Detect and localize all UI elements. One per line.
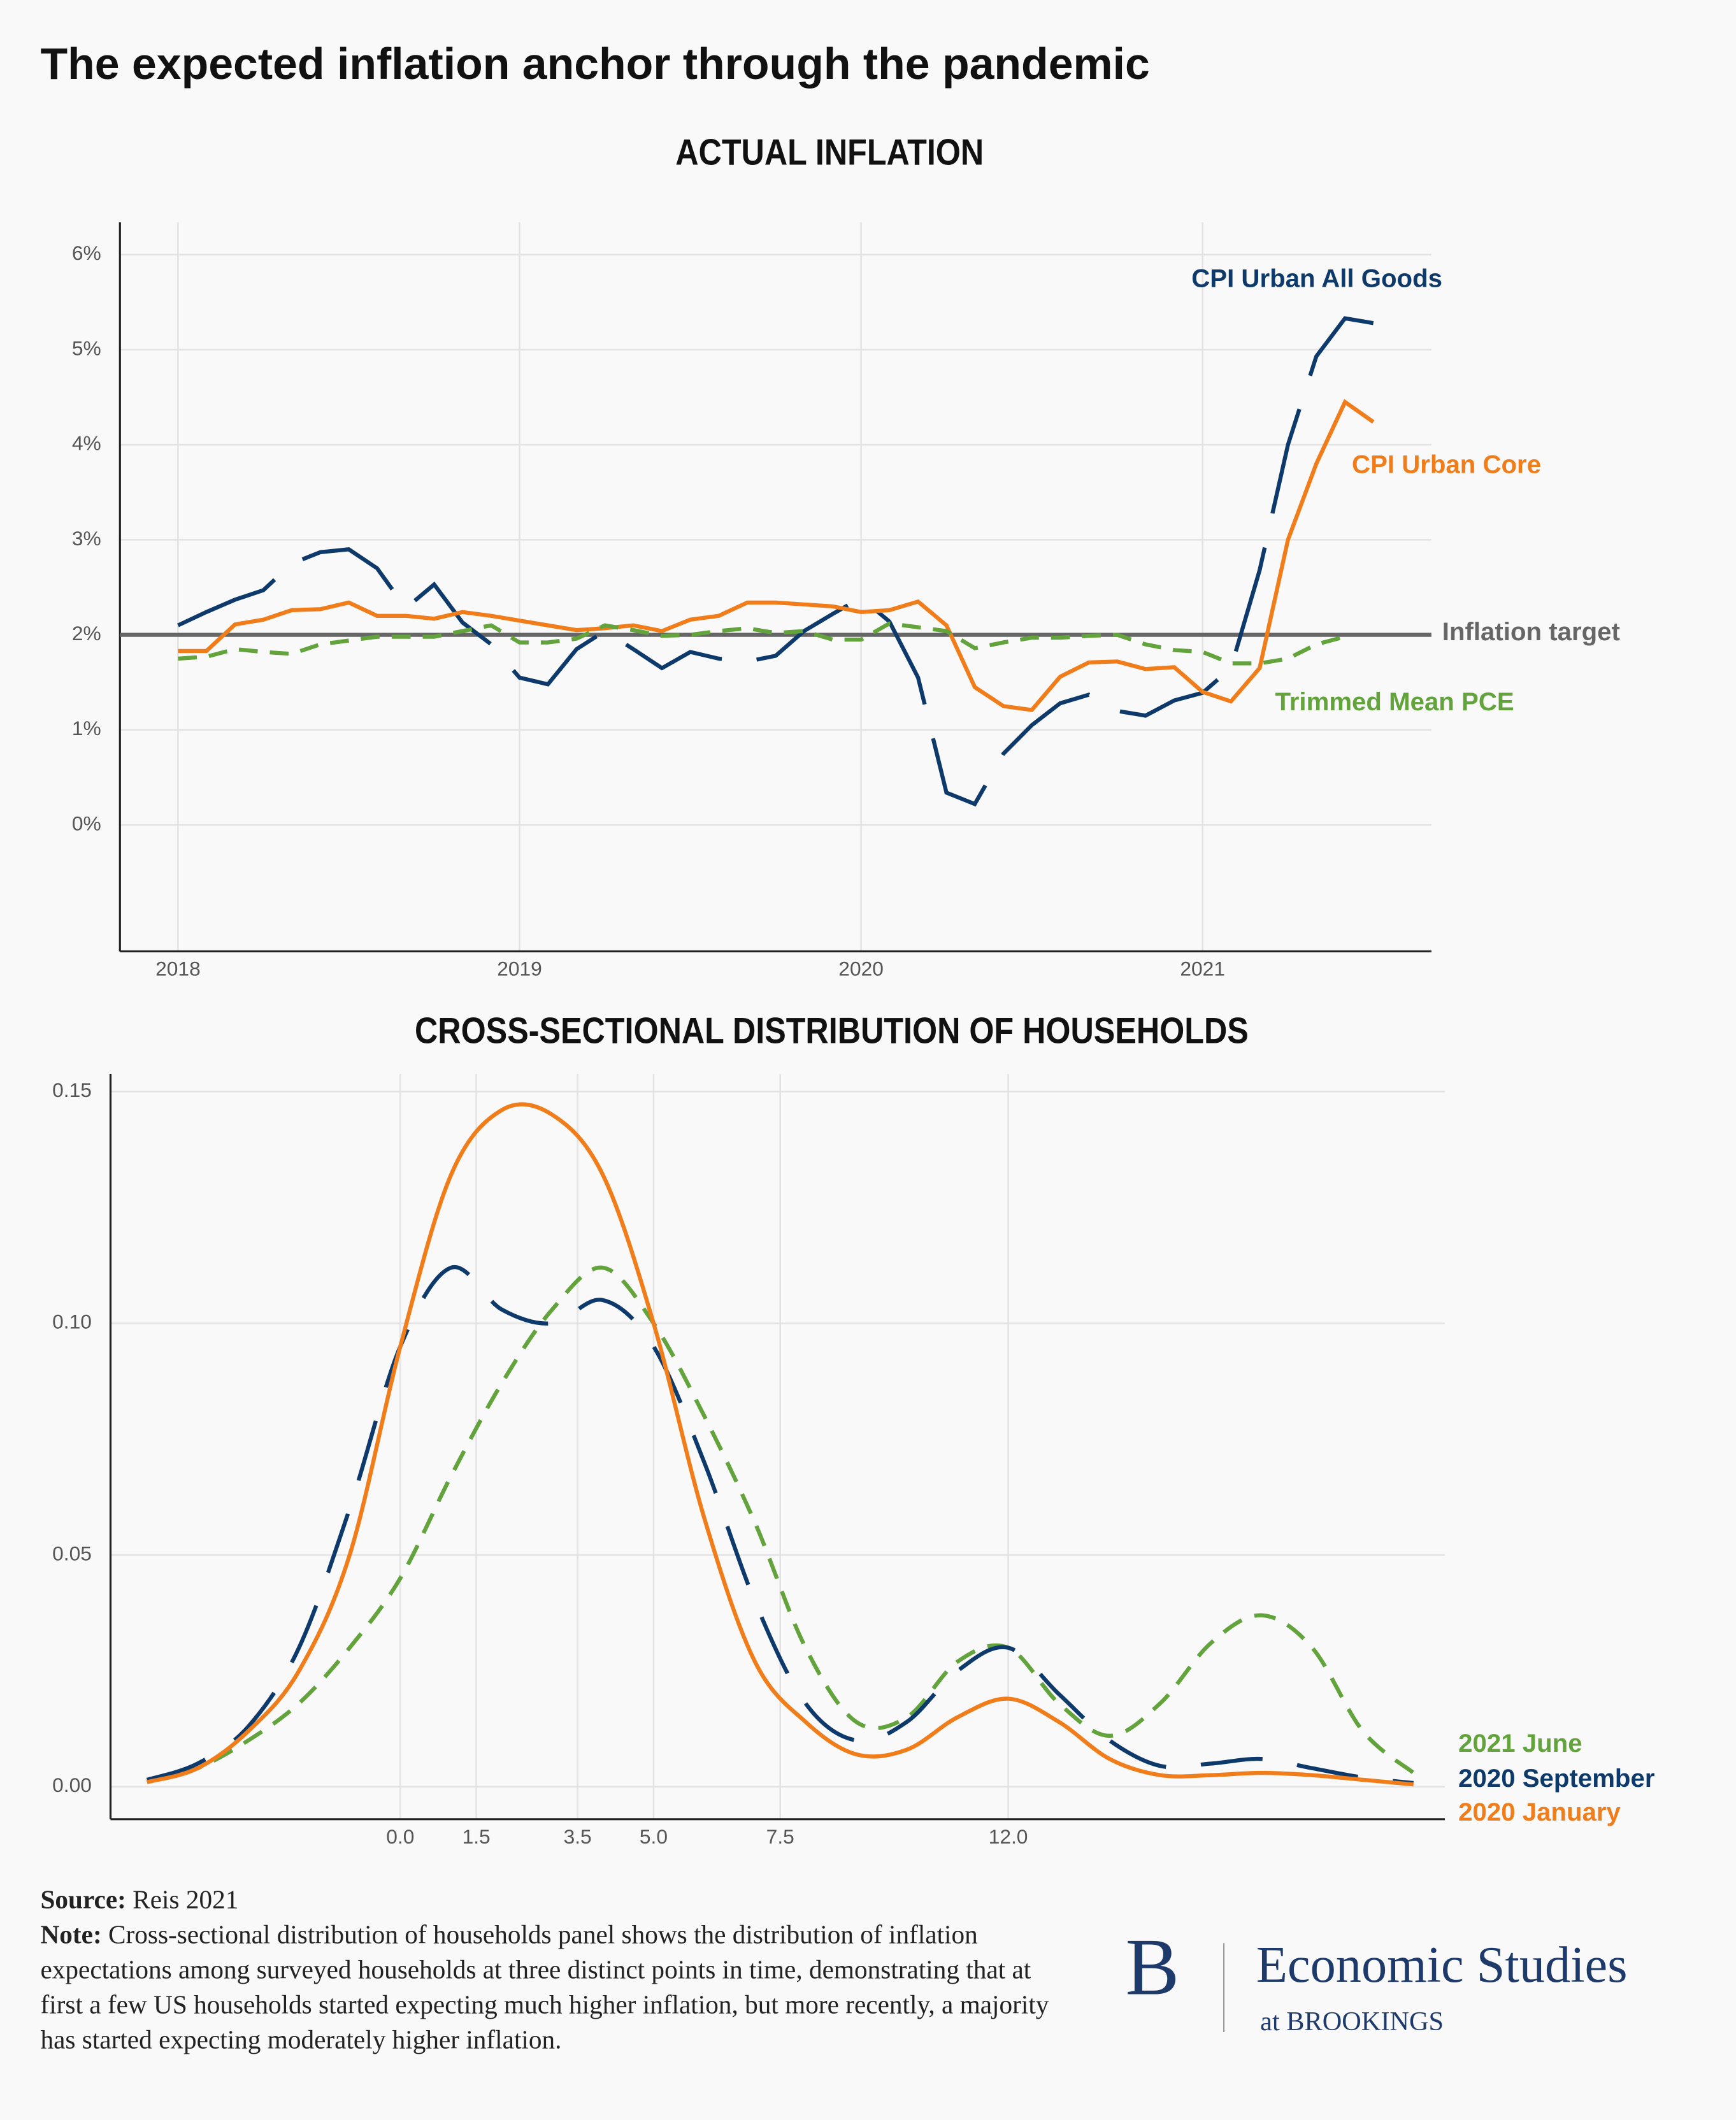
chart-title: ACTUAL INFLATION: [675, 132, 984, 173]
y-tick-label: 6%: [72, 241, 101, 264]
footer: Source: Reis 2021 Note: Cross-sectional …: [40, 1884, 1078, 2059]
x-tick-label: 12.0: [989, 1825, 1028, 1848]
y-tick-label: 3%: [72, 527, 101, 550]
series-line: [177, 316, 1374, 807]
y-tick-label: 4%: [72, 432, 101, 455]
series-line: [146, 1102, 1414, 1787]
x-tick-label: 0.0: [386, 1825, 414, 1848]
source-text: Reis 2021: [133, 1886, 239, 1915]
note-label: Note:: [40, 1921, 102, 1950]
source-label: Source:: [40, 1886, 126, 1915]
x-tick-label: 2021: [1180, 957, 1225, 980]
y-tick-label: 0.10: [52, 1310, 92, 1333]
chart-title: CROSS-SECTIONAL DISTRIBUTION OF HOUSEHOL…: [415, 1011, 1249, 1052]
note-text: Cross-sectional distribution of househol…: [40, 1921, 1049, 2055]
x-tick-label: 3.5: [564, 1825, 592, 1848]
series-label: 2020 January: [1458, 1798, 1621, 1826]
logo-sub: at BROOKINGS: [1260, 2007, 1444, 2037]
x-tick-label: 2019: [497, 957, 542, 980]
y-tick-label: 2%: [72, 622, 101, 645]
source: Source: Reis 2021: [40, 1884, 1078, 1919]
y-tick-label: 0%: [72, 812, 101, 834]
x-tick-label: 2020: [838, 957, 884, 980]
series-label: CPI Urban All Goods: [1191, 264, 1442, 293]
logo-name: Economic Studies: [1256, 1937, 1628, 1993]
series-label: Trimmed Mean PCE: [1275, 687, 1514, 716]
x-tick-label: 1.5: [463, 1825, 491, 1848]
series-label: 2020 September: [1458, 1764, 1655, 1793]
x-tick-label: 2018: [155, 957, 201, 980]
series-line: [146, 1265, 1415, 1784]
y-tick-label: 5%: [72, 336, 101, 359]
x-tick-label: 5.0: [640, 1825, 668, 1848]
series-line: [178, 621, 1346, 666]
page-title: The expected inflation anchor through th…: [40, 39, 1149, 89]
y-tick-label: 0.15: [52, 1078, 92, 1101]
x-tick-label: 7.5: [766, 1825, 794, 1848]
y-tick-label: 0.00: [52, 1773, 92, 1796]
reference-label: Inflation target: [1442, 617, 1620, 646]
series-line: [146, 1264, 1414, 1786]
note: Note: Cross-sectional distribution of ho…: [40, 1919, 1078, 2059]
series-line: [178, 399, 1375, 712]
series-label: CPI Urban Core: [1352, 450, 1541, 479]
series-label: 2021 June: [1458, 1729, 1582, 1758]
logo-letter: B: [1126, 1923, 1180, 2012]
y-tick-label: 1%: [72, 717, 101, 740]
y-tick-label: 0.05: [52, 1542, 92, 1565]
